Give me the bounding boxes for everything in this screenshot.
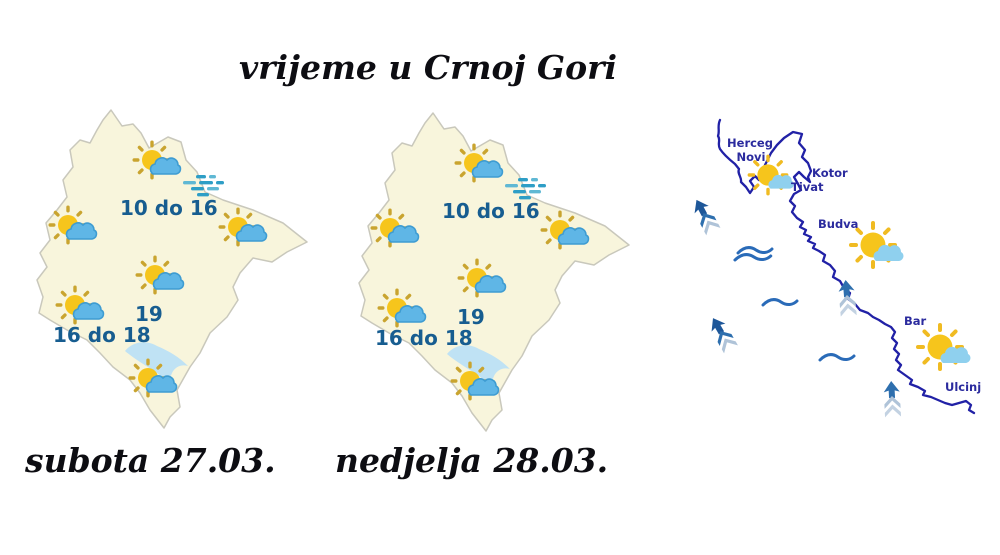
coastline — [716, 118, 976, 415]
city-label-kotor: Kotor — [812, 166, 848, 180]
wind-arrow-icon — [837, 279, 857, 317]
temp-central: 19 — [135, 302, 163, 326]
wind-arrow-icon — [689, 196, 721, 236]
wind-arrow-icon — [706, 314, 738, 354]
montenegro-map-saturday: 10 do 16 19 16 do 18 — [36, 109, 308, 429]
city-label-bar: Bar — [904, 314, 927, 328]
city-label-herceg: Herceg — [727, 136, 773, 150]
sea-wave-icon — [733, 253, 773, 262]
page-title: vrijeme u Crnoj Gori — [238, 48, 618, 87]
day-label-saturday: subota 27.03. — [25, 441, 276, 480]
temp-southwest: 16 do 18 — [375, 326, 473, 350]
city-label-ulcinj: Ulcinj — [945, 380, 981, 394]
day-label-sunday: nedjelja 28.03. — [335, 441, 609, 480]
coast-map: Herceg Novi Kotor Tivat Budva Bar Ulcinj — [689, 118, 981, 418]
temp-southwest: 16 do 18 — [53, 323, 151, 347]
sea-wave-icon — [818, 353, 856, 362]
temp-north: 10 do 16 — [442, 199, 540, 223]
sun-cloud-icon — [916, 323, 971, 371]
wind-arrow-icon — [883, 380, 902, 418]
temp-north: 10 do 16 — [120, 196, 218, 220]
temp-central: 19 — [457, 305, 485, 329]
sea-wave-icon — [736, 246, 774, 255]
montenegro-map-sunday: 10 do 16 19 16 do 18 — [358, 112, 630, 432]
city-label-novi: Novi — [737, 150, 766, 164]
sea-wave-icon — [761, 298, 799, 307]
city-label-tivat: Tivat — [791, 180, 824, 194]
city-label-budva: Budva — [818, 217, 858, 231]
